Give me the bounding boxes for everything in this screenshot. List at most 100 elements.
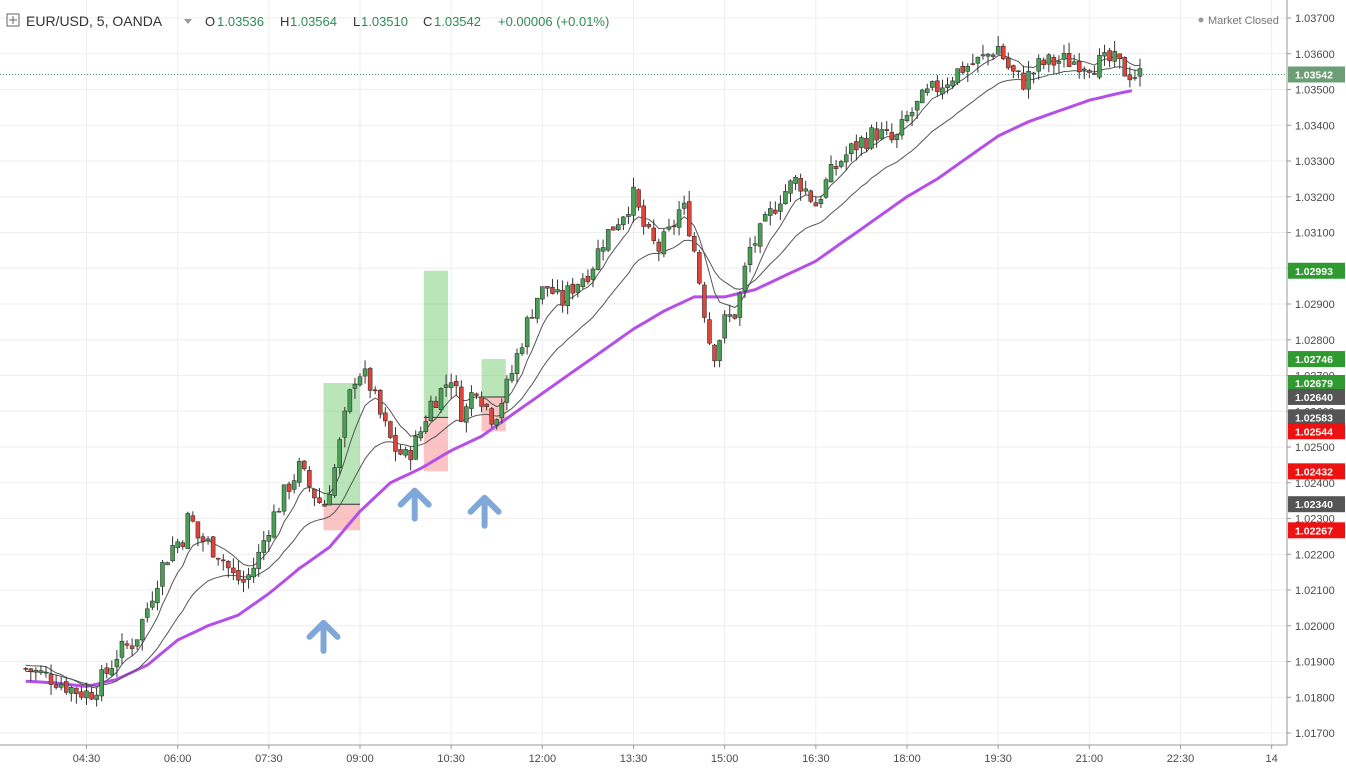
y-tick-label: 1.03200 — [1295, 192, 1335, 204]
x-tick-label: 19:30 — [984, 753, 1012, 765]
y-tick-label: 1.02000 — [1295, 621, 1335, 633]
candle-up — [443, 384, 449, 388]
candle-down — [89, 691, 94, 700]
y-tick-label: 1.03700 — [1295, 13, 1335, 25]
candle-down — [813, 202, 819, 207]
price-tag-bg — [1288, 409, 1345, 426]
candle-up — [1071, 61, 1077, 65]
candle-down — [210, 536, 216, 558]
candle-up — [514, 353, 520, 375]
candle-up — [605, 229, 611, 251]
candle-down — [231, 567, 236, 574]
candle-down — [798, 177, 803, 192]
price-tag-label: 1.02544 — [1295, 426, 1333, 438]
candle-down — [808, 190, 814, 202]
candle-up — [742, 265, 748, 292]
candle-down — [1087, 70, 1092, 73]
candle-up — [347, 389, 353, 412]
candle-up — [357, 376, 363, 386]
candle-up — [919, 89, 925, 104]
candle-up — [823, 179, 829, 198]
candle-up — [717, 340, 722, 362]
candle-down — [1021, 72, 1026, 90]
candle-down — [732, 314, 738, 319]
candle-up — [327, 494, 332, 506]
candle-up — [499, 403, 505, 419]
candle-up — [788, 180, 793, 194]
candle-up — [109, 668, 115, 676]
candle-down — [960, 65, 965, 73]
candle-up — [621, 216, 626, 226]
candle-up — [965, 65, 971, 72]
candle-up — [448, 382, 454, 388]
y-tick-label: 1.01700 — [1295, 728, 1335, 740]
candle-down — [484, 403, 489, 407]
candle-up — [155, 588, 160, 604]
symbol-title[interactable]: EUR/USD, 5, OANDA — [26, 13, 163, 29]
candle-up — [955, 68, 960, 84]
candle-up — [899, 119, 905, 136]
price-tag-bg — [1288, 423, 1345, 440]
candle-up — [843, 154, 849, 163]
price-tag-label: 1.02640 — [1295, 392, 1333, 404]
price-axis-bg[interactable] — [1287, 0, 1346, 745]
candle-up — [595, 248, 601, 270]
grid-lines — [0, 0, 1287, 745]
candle-down — [833, 166, 839, 169]
candle-up — [757, 223, 763, 247]
candle-up — [1036, 58, 1041, 72]
candle-down — [686, 201, 692, 237]
expand-icon[interactable] — [6, 13, 20, 27]
candle-down — [312, 488, 317, 499]
candle-up — [616, 224, 621, 231]
ema-fast-line — [25, 66, 1141, 688]
candle-down — [433, 400, 439, 408]
y-tick-label: 1.03400 — [1295, 120, 1335, 132]
candle-up — [930, 81, 935, 88]
candle-up — [535, 297, 540, 319]
candle-down — [408, 449, 413, 461]
candle-down — [393, 434, 398, 452]
candle-down — [935, 80, 940, 92]
candle-up — [1082, 68, 1087, 71]
candle-up — [33, 670, 39, 673]
candle-up — [332, 467, 337, 496]
candle-up — [251, 567, 256, 578]
x-tick-label: 09:00 — [346, 753, 374, 765]
price-tag-bg — [1288, 351, 1345, 368]
candle-down — [1011, 65, 1016, 72]
candle-up — [84, 690, 89, 699]
chevron-down-icon[interactable] — [184, 19, 192, 24]
candle-down — [28, 668, 34, 672]
take-profit-zone — [423, 270, 449, 418]
x-tick-label: 14 — [1266, 753, 1278, 765]
candle-up — [509, 373, 515, 381]
y-tick-label: 1.03300 — [1295, 156, 1335, 168]
candle-down — [610, 226, 616, 231]
candle-down — [459, 386, 464, 422]
candle-up — [438, 388, 444, 411]
candle-down — [236, 570, 241, 581]
candle-down — [864, 138, 869, 149]
y-tick-label: 1.01900 — [1295, 657, 1335, 669]
candle-up — [859, 137, 864, 148]
candle-down — [453, 381, 459, 387]
candle-down — [104, 667, 110, 674]
candle-down — [129, 645, 135, 649]
candle-down — [489, 408, 494, 425]
close-value: 1.03542 — [434, 14, 481, 29]
candle-down — [63, 681, 69, 693]
candle-down — [372, 389, 378, 392]
time-axis-bg[interactable] — [0, 745, 1346, 773]
candle-down — [378, 390, 383, 415]
candle-up — [145, 608, 150, 618]
candle-down — [79, 691, 84, 698]
candle-down — [874, 128, 879, 141]
candle-up — [342, 410, 348, 438]
candle-up — [504, 378, 510, 403]
candle-up — [575, 284, 581, 293]
candle-down — [1107, 50, 1112, 62]
candle-down — [646, 224, 651, 228]
symbol-legend[interactable]: EUR/USD, 5, OANDA — [6, 13, 192, 29]
